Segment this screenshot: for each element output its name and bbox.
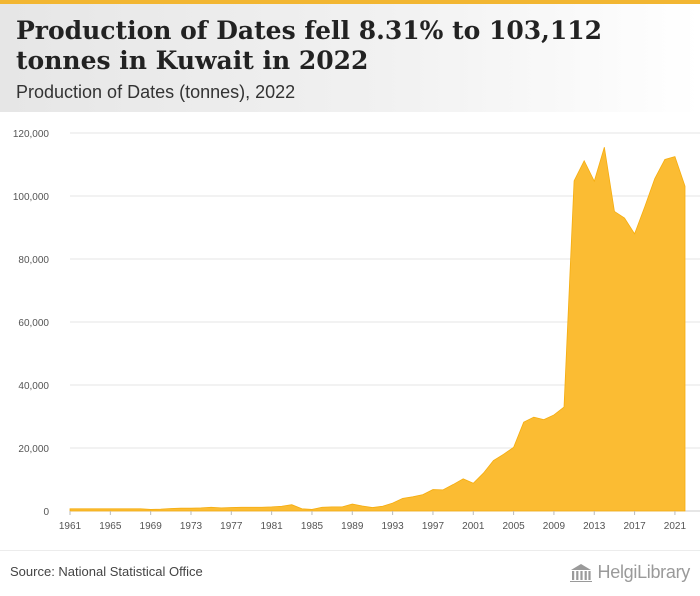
- data-point[interactable]: [329, 504, 335, 510]
- data-point[interactable]: [198, 505, 204, 511]
- area-series-fill: [69, 147, 686, 512]
- x-tick-label: 1973: [180, 521, 203, 532]
- x-tick-label: 1977: [220, 521, 243, 532]
- data-point[interactable]: [390, 500, 396, 506]
- data-point[interactable]: [410, 494, 416, 500]
- x-tick-label: 1961: [59, 521, 82, 532]
- data-point[interactable]: [369, 505, 375, 511]
- data-point[interactable]: [218, 505, 224, 511]
- data-point[interactable]: [460, 476, 466, 482]
- data-point[interactable]: [561, 404, 567, 410]
- data-point[interactable]: [117, 506, 123, 512]
- y-axis: 0 20,000 40,000 60,000 80,000 100,000 120,000: [13, 129, 50, 518]
- data-point[interactable]: [652, 176, 658, 182]
- y-tick-label: 80,000: [18, 255, 49, 266]
- data-point[interactable]: [541, 417, 547, 423]
- data-point[interactable]: [178, 505, 184, 511]
- data-point[interactable]: [682, 183, 688, 189]
- data-point[interactable]: [339, 504, 345, 510]
- data-point[interactable]: [67, 506, 73, 512]
- data-point[interactable]: [127, 506, 133, 512]
- x-tick-label: 1985: [301, 521, 324, 532]
- data-point[interactable]: [188, 505, 194, 511]
- data-point[interactable]: [279, 503, 285, 509]
- accent-top-bar: [0, 0, 700, 4]
- data-point[interactable]: [420, 492, 426, 498]
- x-axis: 1961 1965 1969 1973 1977 1981 1985 1989 1993 1997…: [59, 511, 687, 532]
- area-series: [67, 144, 688, 512]
- data-point[interactable]: [238, 504, 244, 510]
- x-tick-label: 1965: [99, 521, 122, 532]
- data-point[interactable]: [632, 231, 638, 237]
- data-point[interactable]: [77, 506, 83, 512]
- data-point[interactable]: [259, 504, 265, 510]
- data-point[interactable]: [521, 419, 527, 425]
- data-point[interactable]: [359, 503, 365, 509]
- chart-title: Production of Dates fell 8.31% to 103,11…: [16, 16, 603, 75]
- y-tick-label: 0: [43, 507, 49, 518]
- data-point[interactable]: [349, 501, 355, 507]
- brand-name: HelgiLibrary: [597, 561, 691, 582]
- data-point[interactable]: [581, 158, 587, 164]
- chart-header: Production of Dates fell 8.31% to 103,11…: [0, 4, 700, 112]
- x-tick-label: 2013: [583, 521, 606, 532]
- data-point[interactable]: [480, 470, 486, 476]
- x-tick-label: 1997: [422, 521, 445, 532]
- x-tick-label: 2005: [502, 521, 525, 532]
- y-tick-label: 100,000: [13, 192, 50, 203]
- data-point[interactable]: [138, 506, 144, 512]
- x-tick-label: 1969: [140, 521, 163, 532]
- library-building-icon: [569, 564, 592, 582]
- data-point[interactable]: [400, 495, 406, 501]
- x-tick-label: 1981: [261, 521, 284, 532]
- data-point[interactable]: [642, 204, 648, 210]
- data-point[interactable]: [672, 154, 678, 160]
- data-point[interactable]: [299, 506, 305, 512]
- data-point[interactable]: [571, 178, 577, 184]
- data-point[interactable]: [511, 444, 517, 450]
- y-tick-label: 20,000: [18, 444, 49, 455]
- data-point[interactable]: [662, 156, 668, 162]
- x-tick-label: 1989: [341, 521, 364, 532]
- x-tick-label: 2017: [623, 521, 646, 532]
- data-point[interactable]: [551, 412, 557, 418]
- data-point[interactable]: [289, 502, 295, 508]
- data-point[interactable]: [611, 208, 617, 214]
- data-point[interactable]: [319, 504, 325, 510]
- data-point[interactable]: [87, 506, 93, 512]
- data-point[interactable]: [470, 480, 476, 486]
- x-tick-label: 2001: [462, 521, 485, 532]
- source-note: Source: National Statistical Office: [10, 564, 203, 579]
- data-point[interactable]: [168, 505, 174, 511]
- data-point[interactable]: [591, 178, 597, 184]
- data-point[interactable]: [107, 506, 113, 512]
- y-tick-label: 120,000: [13, 129, 50, 140]
- data-point[interactable]: [248, 504, 254, 510]
- data-point[interactable]: [380, 503, 386, 509]
- footer-divider: [0, 550, 700, 551]
- data-point[interactable]: [208, 504, 214, 510]
- data-point[interactable]: [490, 458, 496, 464]
- data-point[interactable]: [622, 215, 628, 221]
- data-point[interactable]: [601, 144, 607, 150]
- data-point[interactable]: [440, 487, 446, 493]
- data-point[interactable]: [269, 504, 275, 510]
- data-point[interactable]: [501, 451, 507, 457]
- x-tick-label: 2009: [543, 521, 566, 532]
- y-tick-label: 60,000: [18, 318, 49, 329]
- y-tick-label: 40,000: [18, 381, 49, 392]
- brand-logo[interactable]: HelgiLibrary: [568, 560, 690, 584]
- chart-subtitle: Production of Dates (tonnes), 2022: [16, 82, 296, 102]
- data-point[interactable]: [228, 505, 234, 511]
- x-tick-label: 1993: [381, 521, 404, 532]
- data-point[interactable]: [450, 482, 456, 488]
- data-point[interactable]: [531, 414, 537, 420]
- data-point[interactable]: [97, 506, 103, 512]
- x-tick-label: 2021: [664, 521, 687, 532]
- data-point[interactable]: [158, 506, 164, 512]
- data-point[interactable]: [430, 487, 436, 493]
